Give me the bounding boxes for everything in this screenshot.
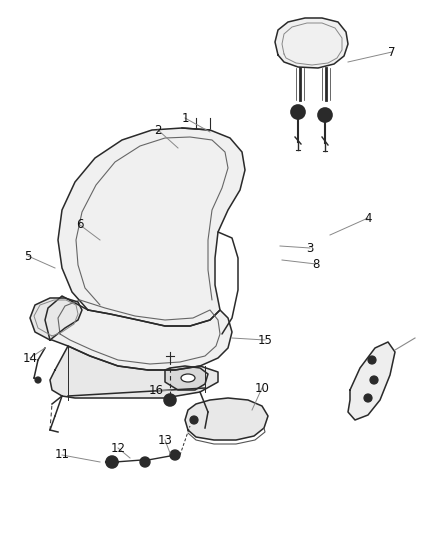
Polygon shape xyxy=(30,298,82,340)
Text: 15: 15 xyxy=(258,334,272,346)
Text: 4: 4 xyxy=(364,212,372,224)
Text: 11: 11 xyxy=(54,448,70,462)
Circle shape xyxy=(164,394,176,406)
Circle shape xyxy=(190,416,198,424)
Text: 1: 1 xyxy=(181,111,189,125)
Circle shape xyxy=(322,112,328,118)
Polygon shape xyxy=(45,296,232,370)
Circle shape xyxy=(318,108,332,122)
Polygon shape xyxy=(275,18,348,68)
Circle shape xyxy=(364,394,372,402)
Circle shape xyxy=(106,456,118,468)
Polygon shape xyxy=(50,346,218,398)
Text: 5: 5 xyxy=(25,249,32,262)
Polygon shape xyxy=(348,342,395,420)
Circle shape xyxy=(295,109,301,115)
Text: 10: 10 xyxy=(254,382,269,394)
Circle shape xyxy=(291,105,305,119)
Text: 7: 7 xyxy=(388,45,396,59)
Text: 16: 16 xyxy=(148,384,163,397)
Polygon shape xyxy=(165,366,208,390)
Text: 13: 13 xyxy=(158,433,173,447)
Text: 8: 8 xyxy=(312,257,320,271)
Text: 12: 12 xyxy=(110,441,126,455)
Polygon shape xyxy=(185,398,268,440)
Ellipse shape xyxy=(181,374,195,382)
Circle shape xyxy=(170,450,180,460)
Circle shape xyxy=(370,376,378,384)
Circle shape xyxy=(140,457,150,467)
Text: 2: 2 xyxy=(154,124,162,136)
Circle shape xyxy=(173,453,177,457)
Circle shape xyxy=(167,398,173,402)
Circle shape xyxy=(368,356,376,364)
Circle shape xyxy=(35,377,41,383)
Text: 3: 3 xyxy=(306,241,314,254)
Circle shape xyxy=(143,460,147,464)
Polygon shape xyxy=(58,128,245,326)
Text: 6: 6 xyxy=(76,219,84,231)
Text: 14: 14 xyxy=(22,351,38,365)
